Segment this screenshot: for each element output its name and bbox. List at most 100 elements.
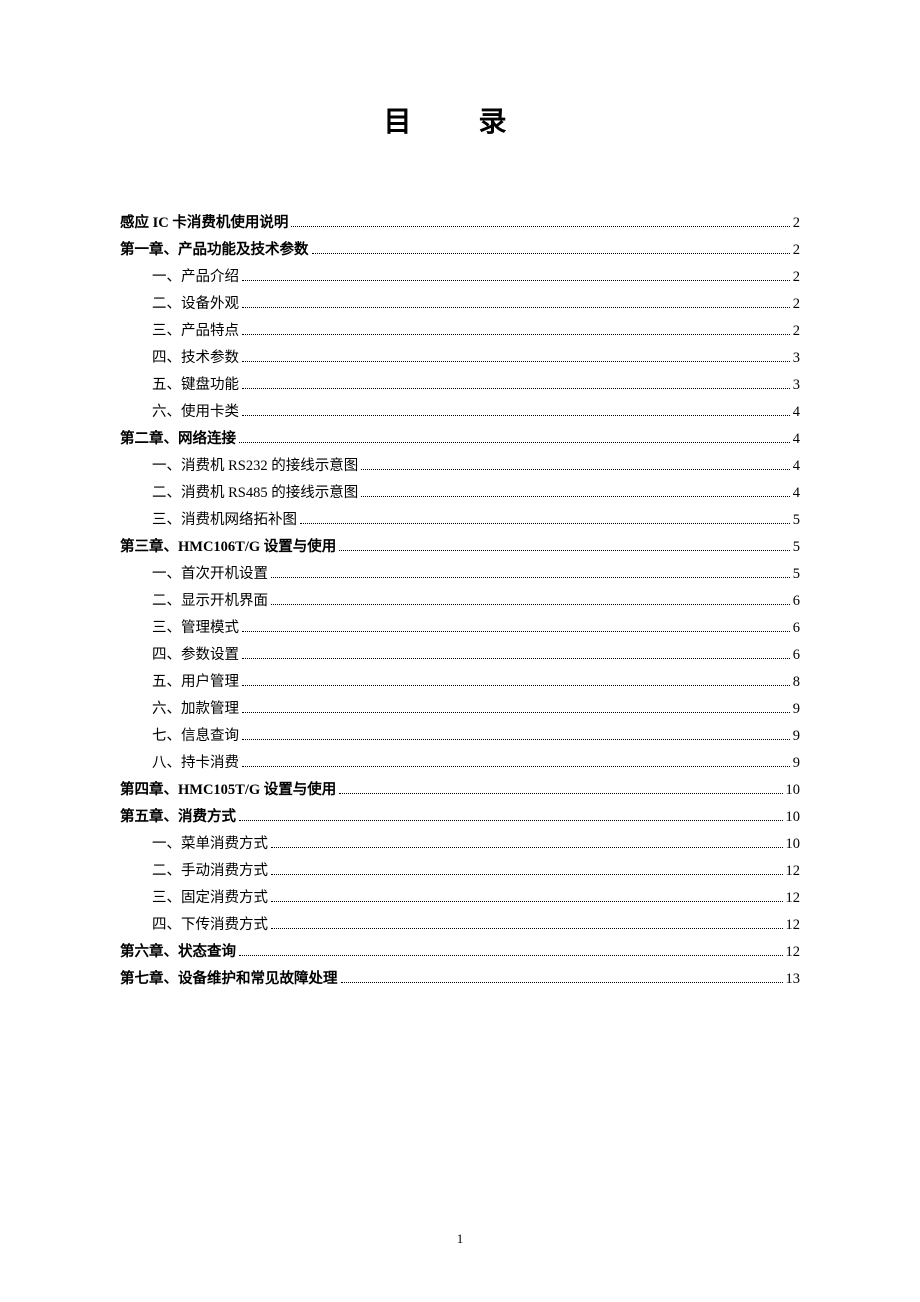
toc-entry: 第五章、消费方式 10 bbox=[120, 804, 800, 831]
toc-leader-dots bbox=[239, 442, 790, 443]
toc-entry: 一、菜单消费方式10 bbox=[152, 831, 800, 858]
toc-entry: 三、固定消费方式 12 bbox=[152, 885, 800, 912]
toc-entry-page: 5 bbox=[793, 507, 800, 534]
toc-leader-dots bbox=[271, 577, 790, 578]
toc-entry-label: 四、下传消费方式 bbox=[152, 912, 268, 939]
toc-entry: 三、管理模式6 bbox=[152, 615, 800, 642]
toc-entry-page: 9 bbox=[793, 750, 800, 777]
toc-entry: 第二章、网络连接 4 bbox=[120, 426, 800, 453]
toc-entry-label: 四、技术参数 bbox=[152, 345, 239, 372]
toc-entry-page: 5 bbox=[793, 561, 800, 588]
toc-entry: 二、显示开机界面6 bbox=[152, 588, 800, 615]
toc-entry-label: 第五章、消费方式 bbox=[120, 804, 236, 831]
toc-entry-label: 五、用户管理 bbox=[152, 669, 239, 696]
toc-entry-label: 三、固定消费方式 bbox=[152, 885, 268, 912]
toc-leader-dots bbox=[339, 793, 782, 794]
toc-entry-label: 四、参数设置 bbox=[152, 642, 239, 669]
toc-leader-dots bbox=[271, 901, 783, 902]
toc-entry: 一、首次开机设置5 bbox=[152, 561, 800, 588]
toc-entry-page: 12 bbox=[786, 912, 801, 939]
toc-leader-dots bbox=[242, 361, 790, 362]
toc-entry-page: 10 bbox=[786, 831, 801, 858]
toc-entry-label: 一、消费机 RS232 的接线示意图 bbox=[152, 453, 358, 480]
toc-entry: 第六章、状态查询12 bbox=[120, 939, 800, 966]
toc-entry-label: 第七章、设备维护和常见故障处理 bbox=[120, 966, 338, 993]
toc-entry-label: 一、产品介绍 bbox=[152, 264, 239, 291]
toc-leader-dots bbox=[242, 766, 790, 767]
toc-leader-dots bbox=[242, 739, 790, 740]
toc-entry-label: 第四章、HMC105T/G 设置与使用 bbox=[120, 777, 336, 804]
toc-leader-dots bbox=[242, 334, 790, 335]
toc-entry-page: 5 bbox=[793, 534, 800, 561]
page-number: 1 bbox=[0, 1231, 920, 1247]
toc-leader-dots bbox=[271, 874, 783, 875]
toc-entry-page: 2 bbox=[793, 264, 800, 291]
toc-entry: 五、用户管理8 bbox=[152, 669, 800, 696]
toc-entry-label: 二、设备外观 bbox=[152, 291, 239, 318]
toc-entry-label: 第二章、网络连接 bbox=[120, 426, 236, 453]
toc-entry-page: 4 bbox=[793, 426, 800, 453]
toc-entry-page: 2 bbox=[793, 237, 800, 264]
toc-leader-dots bbox=[242, 658, 790, 659]
toc-entry: 八、持卡消费 9 bbox=[152, 750, 800, 777]
toc-entry-page: 9 bbox=[793, 696, 800, 723]
toc-entry: 四、下传消费方式 12 bbox=[152, 912, 800, 939]
toc-entry: 三、消费机网络拓补图 5 bbox=[152, 507, 800, 534]
toc-entry-label: 八、持卡消费 bbox=[152, 750, 239, 777]
toc-leader-dots bbox=[271, 847, 783, 848]
toc-entry-page: 6 bbox=[793, 642, 800, 669]
toc-list: 感应 IC 卡消费机使用说明2第一章、产品功能及技术参数2一、产品介绍2二、设备… bbox=[120, 210, 800, 993]
toc-entry-label: 七、信息查询 bbox=[152, 723, 239, 750]
toc-entry-label: 感应 IC 卡消费机使用说明 bbox=[120, 210, 288, 237]
toc-entry-page: 13 bbox=[786, 966, 801, 993]
toc-entry: 一、消费机 RS232 的接线示意图 4 bbox=[152, 453, 800, 480]
toc-leader-dots bbox=[242, 685, 790, 686]
toc-entry: 第一章、产品功能及技术参数 2 bbox=[120, 237, 800, 264]
toc-entry-label: 二、手动消费方式 bbox=[152, 858, 268, 885]
toc-entry: 二、消费机 RS485 的接线示意图 4 bbox=[152, 480, 800, 507]
toc-entry-label: 三、消费机网络拓补图 bbox=[152, 507, 297, 534]
toc-leader-dots bbox=[242, 280, 790, 281]
toc-entry: 二、设备外观 2 bbox=[152, 291, 800, 318]
toc-entry: 四、技术参数 3 bbox=[152, 345, 800, 372]
toc-entry-label: 三、管理模式 bbox=[152, 615, 239, 642]
toc-leader-dots bbox=[242, 631, 790, 632]
toc-entry-label: 六、加款管理 bbox=[152, 696, 239, 723]
toc-entry-page: 2 bbox=[793, 210, 800, 237]
toc-title: 目 录 bbox=[120, 100, 800, 140]
toc-entry: 第三章、HMC106T/G 设置与使用 5 bbox=[120, 534, 800, 561]
toc-leader-dots bbox=[242, 415, 790, 416]
toc-entry-page: 12 bbox=[786, 858, 801, 885]
toc-leader-dots bbox=[242, 307, 790, 308]
toc-entry-page: 9 bbox=[793, 723, 800, 750]
toc-entry-label: 三、产品特点 bbox=[152, 318, 239, 345]
toc-entry-label: 第三章、HMC106T/G 设置与使用 bbox=[120, 534, 336, 561]
toc-entry-page: 10 bbox=[786, 804, 801, 831]
toc-entry-label: 六、使用卡类 bbox=[152, 399, 239, 426]
toc-entry-page: 4 bbox=[793, 399, 800, 426]
toc-entry-page: 10 bbox=[786, 777, 801, 804]
toc-entry: 第七章、设备维护和常见故障处理 13 bbox=[120, 966, 800, 993]
toc-leader-dots bbox=[242, 712, 790, 713]
toc-leader-dots bbox=[271, 928, 783, 929]
toc-leader-dots bbox=[300, 523, 790, 524]
toc-entry-page: 4 bbox=[793, 480, 800, 507]
toc-entry-page: 2 bbox=[793, 318, 800, 345]
toc-entry-page: 12 bbox=[786, 885, 801, 912]
toc-entry: 五、键盘功能3 bbox=[152, 372, 800, 399]
toc-entry-page: 3 bbox=[793, 372, 800, 399]
toc-entry: 二、手动消费方式 12 bbox=[152, 858, 800, 885]
toc-entry-page: 6 bbox=[793, 588, 800, 615]
toc-entry-label: 二、消费机 RS485 的接线示意图 bbox=[152, 480, 358, 507]
toc-leader-dots bbox=[239, 820, 783, 821]
toc-leader-dots bbox=[242, 388, 790, 389]
toc-entry-label: 第一章、产品功能及技术参数 bbox=[120, 237, 309, 264]
toc-entry-page: 2 bbox=[793, 291, 800, 318]
toc-leader-dots bbox=[341, 982, 783, 983]
toc-leader-dots bbox=[361, 469, 790, 470]
toc-entry: 第四章、HMC105T/G 设置与使用 10 bbox=[120, 777, 800, 804]
toc-entry-page: 3 bbox=[793, 345, 800, 372]
toc-entry-page: 4 bbox=[793, 453, 800, 480]
toc-leader-dots bbox=[361, 496, 790, 497]
toc-entry: 三、产品特点 2 bbox=[152, 318, 800, 345]
